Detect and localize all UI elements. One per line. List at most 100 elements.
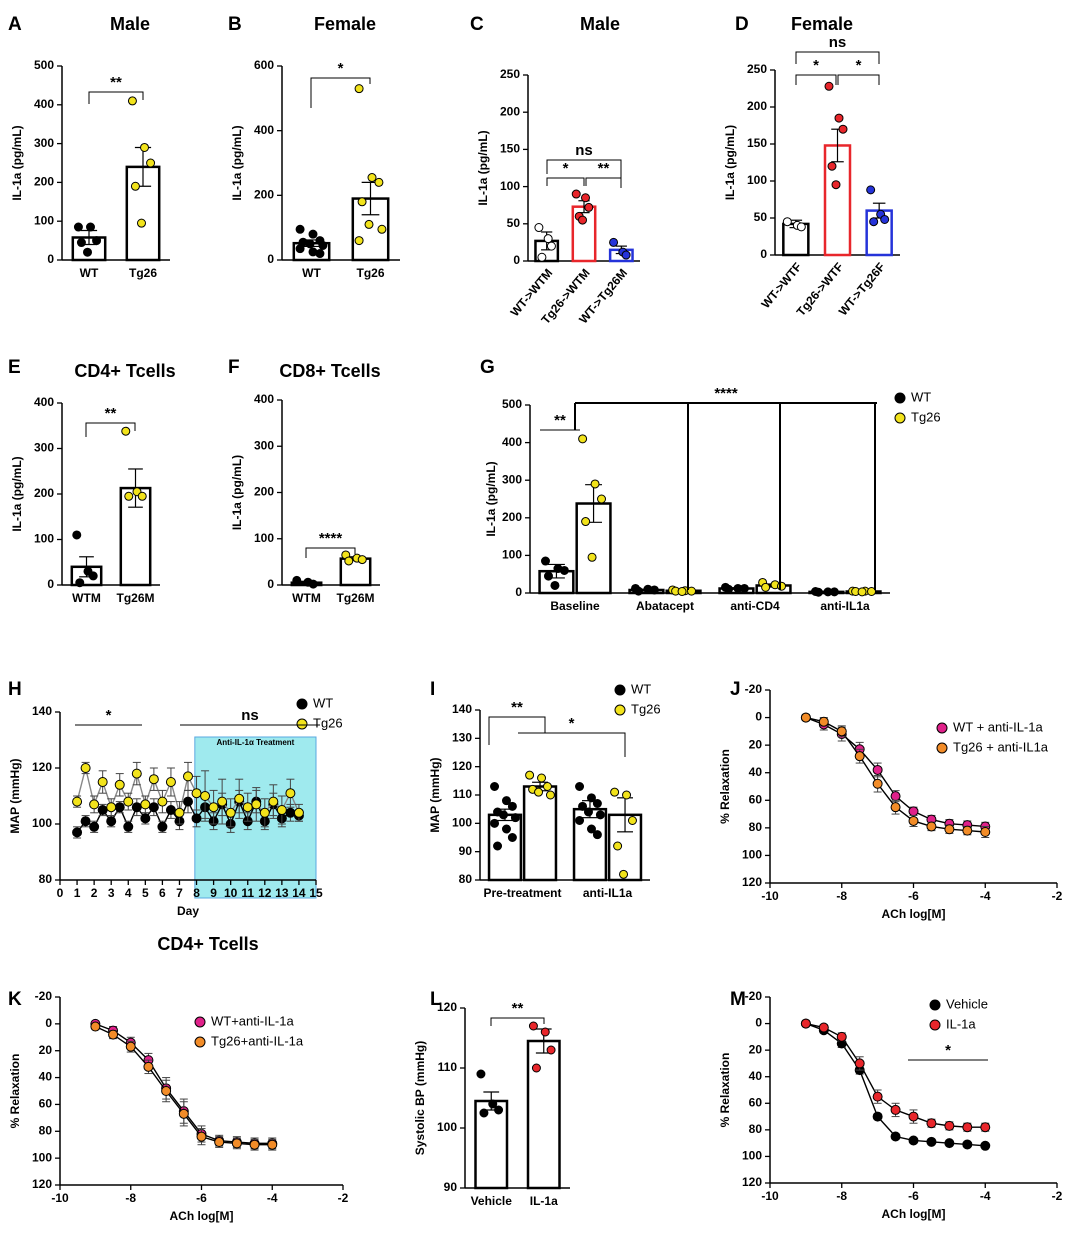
data-point — [143, 1061, 154, 1072]
y-tick-label: 120 — [452, 759, 472, 773]
significance-bracket — [546, 159, 622, 184]
data-point — [824, 81, 834, 91]
data-point — [114, 779, 125, 790]
significance-bracket — [546, 177, 585, 186]
x-tick-label: -10 — [761, 889, 779, 903]
data-point — [308, 579, 318, 589]
x-tick-label: Tg26 — [356, 266, 384, 280]
data-point — [962, 1139, 973, 1150]
data-point — [89, 799, 100, 810]
data-point — [108, 1029, 119, 1040]
data-point — [546, 1045, 556, 1055]
x-tick-label: 12 — [258, 886, 272, 900]
data-point — [818, 716, 829, 727]
panel-letter: C — [470, 14, 484, 35]
data-point — [251, 799, 262, 810]
panel-letter: A — [8, 14, 22, 35]
y-axis-label: IL-1a (pg/mL) — [10, 456, 24, 531]
panel: J % Relaxation -20 0 20 40 60 80 100 120-10 -8 -6 -4… — [718, 679, 1062, 921]
data-point — [613, 841, 623, 851]
legend-label: WT — [631, 681, 651, 696]
data-point — [354, 84, 364, 94]
x-tick-label: -6 — [196, 1191, 207, 1205]
legend-marker — [194, 1016, 206, 1028]
legend-marker — [614, 684, 626, 696]
panel: D Female IL-1a (pg/mL) 0 50 100 150 200 250 WT->W… — [723, 14, 900, 319]
data-point — [546, 241, 556, 251]
data-point — [72, 796, 83, 807]
data-point — [890, 802, 901, 813]
y-tick-label: 100 — [747, 173, 767, 187]
data-point — [723, 584, 733, 594]
y-tick-label: 0 — [267, 252, 274, 266]
x-tick-label: 15 — [309, 886, 323, 900]
x-tick-label: 6 — [159, 886, 166, 900]
y-tick-label: 100 — [254, 531, 274, 545]
data-point — [866, 185, 876, 195]
data-point — [739, 583, 749, 593]
legend-label: Vehicle — [946, 996, 988, 1011]
legend-label: Tg26 — [631, 701, 661, 716]
data-point — [540, 1027, 550, 1037]
data-point — [217, 796, 228, 807]
data-point — [980, 1140, 991, 1151]
y-tick-label: 100 — [502, 548, 522, 562]
x-tick-label: -8 — [836, 889, 847, 903]
data-point — [377, 224, 387, 234]
y-tick-label: 120 — [437, 1000, 457, 1014]
y-tick-label: 110 — [453, 787, 473, 801]
data-point — [926, 1118, 937, 1129]
data-point — [267, 1139, 278, 1150]
y-tick-label: 400 — [502, 435, 522, 449]
data-point — [140, 799, 151, 810]
y-axis-label: IL-1a (pg/mL) — [10, 125, 24, 200]
significance-label: **** — [714, 385, 738, 402]
data-point — [148, 774, 159, 785]
y-tick-label: 130 — [452, 731, 472, 745]
y-tick-label: 500 — [502, 397, 522, 411]
significance-label: ** — [554, 412, 566, 429]
data-point — [106, 816, 117, 827]
legend-marker — [929, 1019, 941, 1031]
data-point — [796, 222, 806, 232]
data-point — [97, 805, 108, 815]
y-tick-label: 50 — [754, 210, 768, 224]
data-point — [488, 1099, 498, 1109]
data-point — [88, 571, 98, 581]
panel-title: Male — [580, 14, 620, 34]
y-tick-label: 50 — [507, 216, 521, 230]
significance-label: ** — [511, 699, 523, 716]
y-tick-label: 80 — [39, 872, 53, 886]
data-point — [610, 787, 620, 797]
data-point — [292, 575, 302, 585]
y-axis-label: IL-1a (pg/mL) — [723, 125, 737, 200]
data-point — [183, 771, 193, 782]
x-tick-label: -2 — [338, 1191, 349, 1205]
legend-marker — [936, 722, 948, 734]
data-point — [584, 202, 594, 212]
y-tick-label: 100 — [452, 816, 472, 830]
data-point — [157, 821, 168, 832]
data-point — [980, 826, 991, 837]
significance-label: ns — [575, 142, 593, 159]
data-point — [374, 177, 384, 187]
significance-label: ns — [241, 707, 259, 724]
panel-letter: E — [8, 357, 21, 378]
data-point — [559, 565, 569, 575]
panel-letter: F — [228, 357, 240, 378]
x-tick-label: 3 — [108, 886, 115, 900]
y-axis-label: IL-1a (pg/mL) — [230, 125, 244, 200]
data-point — [575, 816, 585, 825]
legend-marker — [614, 704, 626, 716]
y-tick-label: 600 — [254, 58, 274, 72]
significance-bracket — [795, 74, 837, 85]
panel: E CD4+ Tcells IL-1a (pg/mL) 0 100 200 300 400 WT… — [8, 357, 176, 605]
y-tick-label: 200 — [254, 485, 274, 499]
data-point — [315, 249, 325, 259]
data-point — [295, 224, 305, 234]
y-tick-label: 400 — [254, 392, 274, 406]
significance-bracket — [585, 177, 622, 188]
y-tick-label: 120 — [742, 1175, 762, 1189]
